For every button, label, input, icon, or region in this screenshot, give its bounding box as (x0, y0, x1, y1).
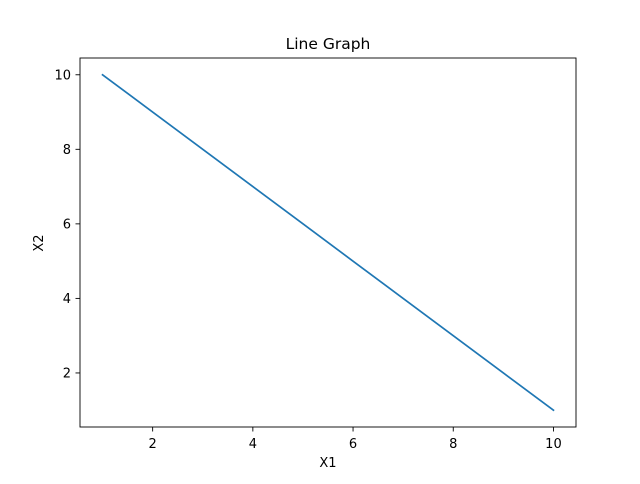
series-line-0 (101, 73, 555, 412)
y-axis-label: X2 (32, 234, 47, 251)
series-layer (101, 73, 555, 412)
chart-title: Line Graph (286, 35, 371, 53)
x-tick-label: 2 (149, 437, 157, 452)
y-tick-label: 6 (63, 217, 71, 232)
plot-frame (79, 57, 577, 428)
x-tick-label: 6 (349, 437, 357, 452)
x-axis-ticks: 2 4 6 8 10 (149, 427, 562, 452)
x-tick-label: 8 (449, 437, 457, 452)
y-tick-label: 8 (63, 143, 71, 158)
y-tick-label: 4 (63, 292, 71, 307)
y-axis-ticks: 2 4 6 8 10 (54, 68, 80, 381)
x-tick-label: 4 (249, 437, 257, 452)
y-tick-label: 10 (54, 68, 71, 83)
x-tick-label: 10 (545, 437, 562, 452)
y-tick-label: 2 (63, 366, 71, 381)
x-axis-label: X1 (319, 456, 336, 471)
